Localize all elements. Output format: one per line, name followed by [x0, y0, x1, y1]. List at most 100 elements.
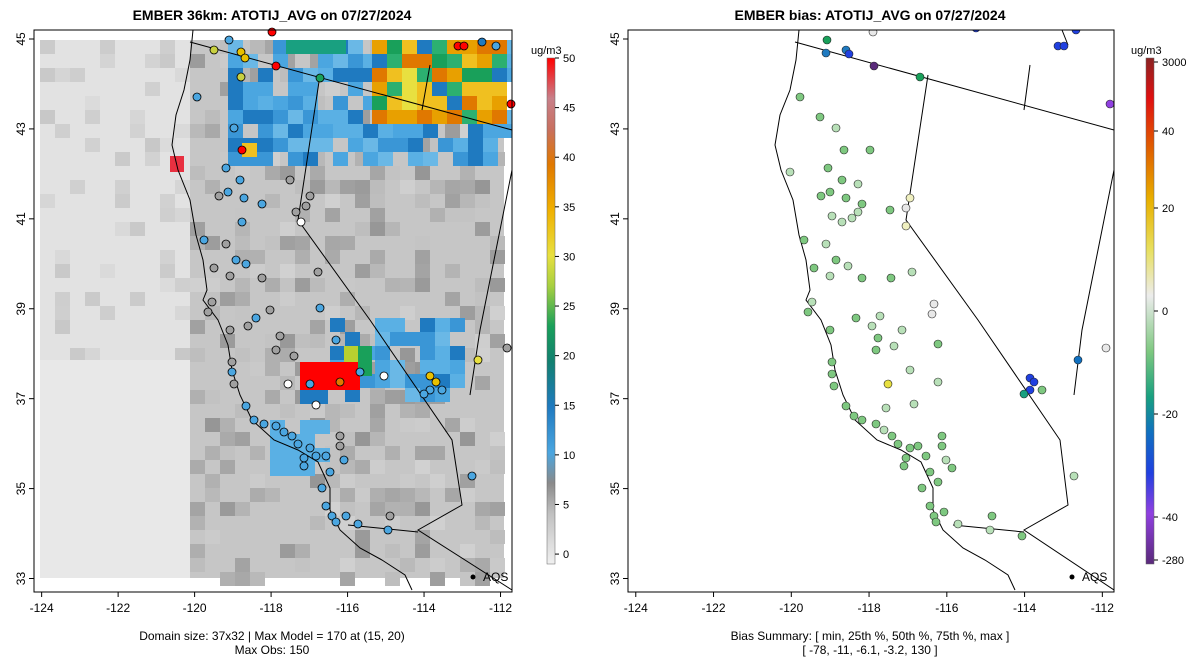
heatmap-cell [445, 208, 460, 222]
heatmap-cell [220, 460, 235, 474]
heatmap-cell [243, 110, 258, 124]
monitor-point [291, 207, 301, 217]
heatmap-cell [301, 40, 316, 54]
x-tick-label: -122 [106, 601, 130, 615]
bias-point [821, 48, 831, 58]
heatmap-cell [220, 502, 235, 516]
heatmap-cell [400, 404, 415, 418]
heatmap-cell [318, 138, 333, 152]
heatmap-cell [85, 96, 100, 110]
heatmap-cell [420, 360, 435, 374]
heatmap-cell [355, 488, 370, 502]
heatmap-cell [115, 152, 130, 166]
heatmap-cell [370, 390, 385, 404]
heatmap-cell [303, 124, 318, 138]
state-border-east [1073, 169, 1114, 396]
monitor-point [327, 511, 337, 521]
heatmap-cell [235, 432, 250, 446]
heatmap-cell [340, 278, 355, 292]
monitor-point [311, 400, 321, 410]
heatmap-cell [445, 180, 460, 194]
heatmap-cell [378, 124, 393, 138]
aqs-marker [470, 574, 476, 580]
bias-point [851, 313, 861, 323]
heatmap-cell [333, 124, 348, 138]
monitor-point [207, 297, 217, 307]
heatmap-cell [492, 96, 507, 110]
heatmap-cell [205, 124, 220, 138]
x-tick-label: -118 [857, 601, 880, 615]
heatmap-cell [432, 54, 447, 68]
heatmap-cell [235, 348, 250, 362]
heatmap-cell [265, 166, 280, 180]
heatmap-cell [288, 68, 303, 82]
right-axes: -124 -122 -120 -118 -116 -114 -112 33 35 37 39 41 43… [608, 32, 1114, 615]
y-tick-label: 45 [14, 32, 28, 46]
bias-point [827, 357, 837, 367]
bias-point [897, 325, 907, 335]
heatmap-cell [415, 418, 430, 432]
heatmap-cell [400, 348, 415, 362]
monitor-point [311, 451, 321, 461]
heatmap-cell [447, 82, 462, 96]
heatmap-cell [447, 110, 462, 124]
heatmap-cell [340, 236, 355, 250]
heatmap-cell [390, 318, 405, 332]
left-heatmap [40, 40, 512, 586]
heatmap-cell [160, 250, 175, 264]
monitor-point [192, 92, 202, 102]
heatmap-cell [445, 488, 460, 502]
bias-point [821, 239, 831, 249]
heatmap-cell [55, 250, 70, 264]
heatmap-cell [490, 334, 505, 348]
heatmap-cell [333, 110, 348, 124]
heatmap-cell [460, 180, 475, 194]
bias-point [887, 431, 897, 441]
heatmap-cell [265, 362, 280, 376]
monitor-point [271, 61, 281, 71]
heatmap-cell [490, 432, 505, 446]
heatmap-cell [205, 278, 220, 292]
heatmap-cell [340, 558, 355, 572]
heatmap-cell [447, 54, 462, 68]
monitor-point [241, 259, 251, 269]
heatmap-cell [333, 68, 348, 82]
colorbar-label: 3000 [1162, 57, 1186, 69]
heatmap-cell [370, 502, 385, 516]
heatmap-cell [190, 320, 205, 334]
heatmap-cell [387, 96, 402, 110]
heatmap-cell [318, 124, 333, 138]
right-frame [627, 29, 1115, 593]
heatmap-cell [355, 432, 370, 446]
bias-point [941, 455, 951, 465]
monitor-point [279, 427, 289, 437]
bias-point [1037, 385, 1047, 395]
heatmap-cell [415, 194, 430, 208]
heatmap-cell [405, 374, 420, 388]
bias-point [857, 415, 867, 425]
heatmap-cell [475, 278, 490, 292]
heatmap-cell [285, 462, 300, 476]
heatmap-cell [160, 264, 175, 278]
bias-point [947, 463, 957, 473]
heatmap-cell [375, 360, 390, 374]
heatmap-cell [460, 418, 475, 432]
bias-point [849, 411, 859, 421]
heatmap-cell [348, 54, 363, 68]
heatmap-cell [400, 418, 415, 432]
monitor-point [313, 267, 323, 277]
heatmap-cell [483, 124, 498, 138]
heatmap-cell [405, 388, 420, 402]
bias-point [785, 167, 795, 177]
heatmap-cell [205, 180, 220, 194]
bias-point [925, 501, 935, 511]
bias-point [1017, 531, 1027, 541]
y-tick-label: 35 [608, 482, 622, 496]
heatmap-cell [355, 530, 370, 544]
heatmap-cell [220, 418, 235, 432]
heatmap-cell [340, 474, 355, 488]
heatmap-cell [316, 40, 331, 54]
heatmap-cell [387, 54, 402, 68]
heatmap-cell [280, 264, 295, 278]
heatmap-cell [393, 138, 408, 152]
